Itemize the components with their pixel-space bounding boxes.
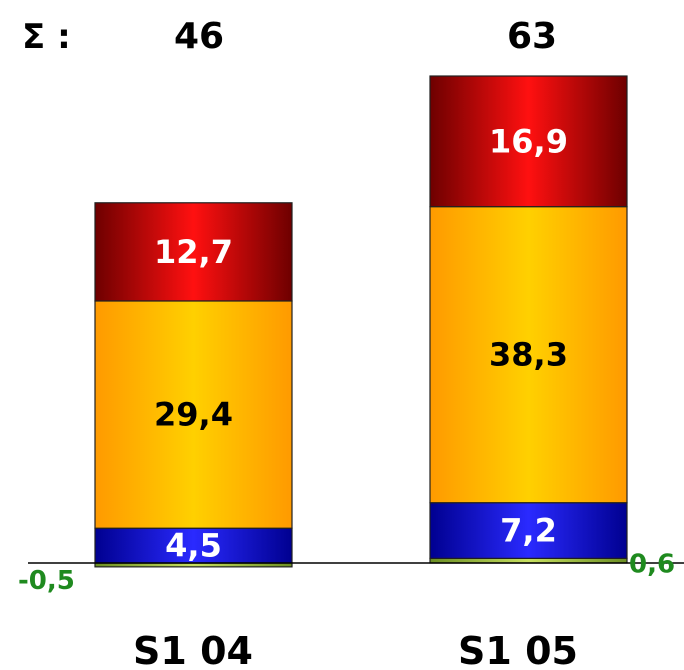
category-label-2: S1 05 xyxy=(458,629,578,670)
data-label-orange-1: 29,4 xyxy=(154,396,233,434)
bar-segment-red-2 xyxy=(429,75,628,208)
bar-segment-red-1 xyxy=(94,202,293,302)
total-label-2: 63 xyxy=(507,16,557,57)
data-label-blue-2: 7,2 xyxy=(500,512,557,550)
category-label-1: S1 04 xyxy=(133,629,253,670)
data-label-adjustment-1: -0,5 xyxy=(18,566,75,596)
data-label-blue-1: 4,5 xyxy=(165,527,222,565)
sum-label: Σ : xyxy=(22,17,71,57)
bar-segment-orange-1 xyxy=(94,300,293,529)
bar-segment-blue-1 xyxy=(94,527,293,564)
total-label-1: 46 xyxy=(174,16,224,57)
data-label-red-1: 12,7 xyxy=(154,233,233,271)
data-label-orange-2: 38,3 xyxy=(489,336,568,374)
data-label-red-2: 16,9 xyxy=(489,122,568,160)
data-label-adjustment-2: 0,6 xyxy=(629,549,675,579)
bars-layer xyxy=(94,75,628,568)
labels-layer: -0,5 4,5 29,4 12,7 46 S1 04 0,6 7,2 38,3 16,9 63 S1… xyxy=(18,16,675,670)
